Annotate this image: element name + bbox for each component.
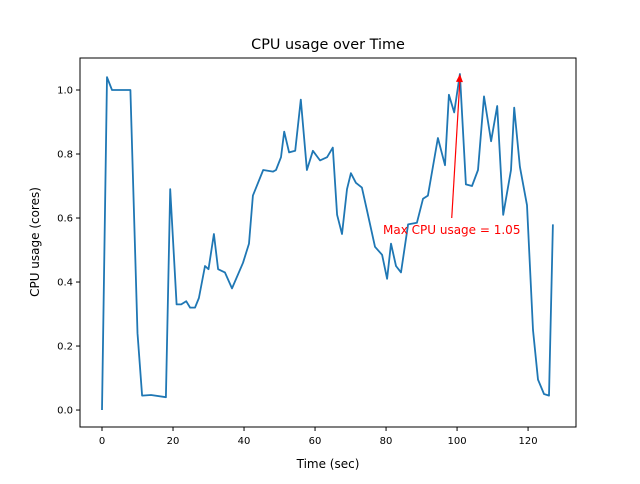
y-tick-label: 0.2 xyxy=(57,342,73,353)
x-tick-label: 80 xyxy=(380,436,393,447)
y-axis-label: CPU usage (cores) xyxy=(28,187,42,297)
annotation-arrowhead xyxy=(455,74,463,83)
y-tick-label: 0.6 xyxy=(57,214,73,225)
y-tick-label: 0.0 xyxy=(57,406,73,417)
x-tick-label: 120 xyxy=(519,436,538,447)
x-axis-label: Time (sec) xyxy=(296,457,360,471)
annotation-text: Max CPU usage = 1.05 xyxy=(383,223,520,237)
annotation-arrow xyxy=(451,79,461,219)
chart-title: CPU usage over Time xyxy=(251,37,405,53)
y-tick-label: 0.8 xyxy=(57,150,73,161)
y-tick-label: 0.4 xyxy=(57,278,73,289)
x-tick-label: 0 xyxy=(99,436,105,447)
x-tick-label: 40 xyxy=(238,436,251,447)
y-tick-label: 1.0 xyxy=(57,86,73,97)
plot-frame xyxy=(79,57,577,428)
x-tick-label: 20 xyxy=(167,436,180,447)
x-tick-label: 60 xyxy=(309,436,322,447)
series-line xyxy=(101,73,554,411)
x-tick-label: 100 xyxy=(448,436,467,447)
